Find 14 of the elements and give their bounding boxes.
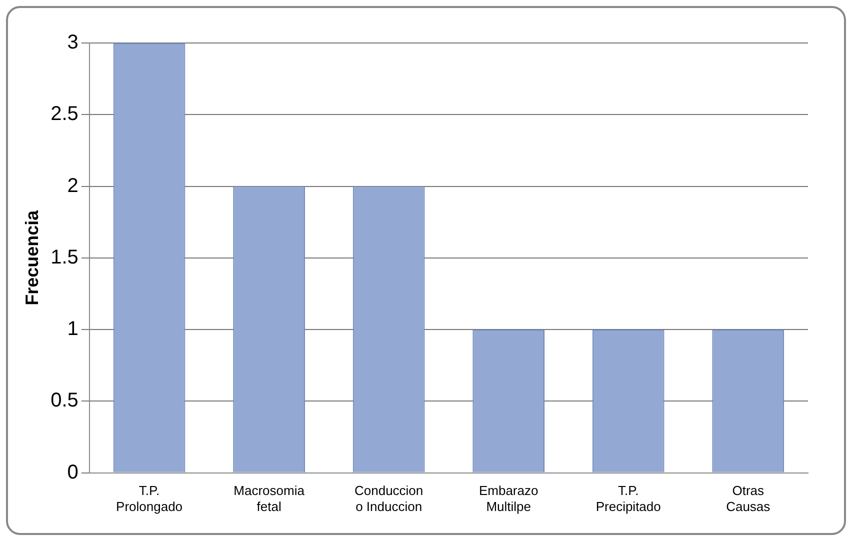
x-tick-label: Macrosomia fetal <box>234 483 306 514</box>
y-tick-label: 2 <box>67 174 78 197</box>
x-tick-label: Conduccion o Induccion <box>354 483 424 514</box>
y-tick-label: 0 <box>67 461 78 484</box>
x-tick-label: T.P. Precipitado <box>596 483 661 514</box>
y-tick-label: 0.5 <box>50 390 78 412</box>
x-tick-label: T.P. Prolongado <box>116 483 183 514</box>
x-tick-label: Otras Causas <box>726 483 771 514</box>
x-tick-label: Embarazo Multilpe <box>478 483 538 514</box>
y-tick-label: 2.5 <box>50 103 78 126</box>
y-tick-label: 1.5 <box>50 246 78 268</box>
y-tick-label: 3 <box>67 32 78 54</box>
y-tick-label: 1 <box>67 318 78 340</box>
y-axis-title: Frecuencia <box>22 209 42 306</box>
